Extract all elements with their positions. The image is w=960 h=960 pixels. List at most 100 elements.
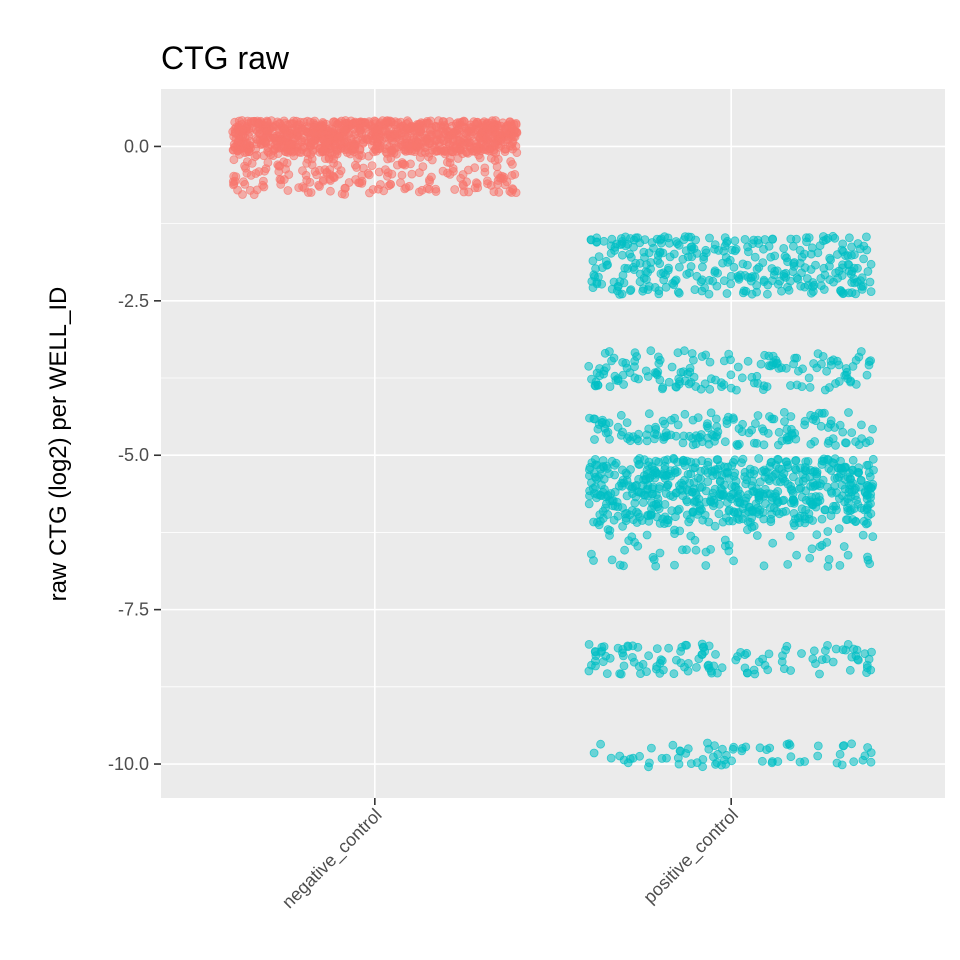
data-point — [803, 274, 812, 283]
data-point — [300, 126, 310, 136]
data-point — [701, 350, 711, 360]
data-point — [863, 743, 872, 752]
data-point — [851, 516, 861, 526]
data-point — [668, 740, 678, 750]
data-point — [791, 465, 801, 475]
data-point — [647, 743, 656, 753]
data-point — [594, 252, 604, 262]
data-point — [721, 759, 731, 769]
data-point — [638, 659, 648, 669]
data-point — [397, 140, 407, 150]
data-point — [655, 659, 665, 668]
data-point — [763, 280, 773, 290]
data-point — [857, 434, 866, 444]
data-point — [678, 458, 688, 467]
data-point — [389, 138, 399, 148]
data-point — [729, 262, 739, 272]
data-point — [363, 134, 372, 144]
data-point — [800, 757, 809, 766]
data-point — [770, 251, 780, 261]
data-point — [843, 503, 852, 513]
data-point — [622, 418, 632, 428]
data-point — [619, 661, 629, 671]
data-point — [777, 286, 786, 296]
data-point — [440, 149, 450, 159]
data-point — [862, 370, 872, 380]
data-point — [819, 285, 829, 294]
data-point — [789, 241, 798, 251]
data-point — [482, 176, 492, 186]
data-point — [778, 472, 787, 482]
data-point — [597, 480, 606, 490]
data-point — [474, 150, 484, 160]
data-point — [816, 421, 826, 431]
data-point — [306, 139, 316, 149]
data-point — [860, 751, 870, 761]
data-point — [628, 653, 637, 662]
data-point — [246, 117, 256, 126]
data-point — [705, 496, 715, 506]
data-point — [813, 751, 823, 761]
data-point — [720, 480, 729, 490]
data-point — [679, 367, 688, 377]
data-point — [281, 147, 291, 157]
data-point — [866, 287, 876, 297]
data-point — [327, 125, 337, 135]
data-point — [789, 258, 799, 267]
data-point — [730, 246, 740, 256]
data-point — [745, 464, 755, 474]
data-point — [372, 141, 382, 151]
data-point — [768, 234, 777, 244]
data-point — [836, 469, 846, 479]
data-point — [302, 158, 312, 168]
data-point — [744, 428, 754, 438]
data-point — [489, 187, 499, 197]
data-point — [797, 268, 806, 278]
data-point — [741, 479, 751, 489]
data-point — [644, 281, 654, 291]
data-point — [670, 468, 680, 478]
data-point — [453, 154, 463, 163]
data-point — [401, 146, 411, 156]
data-point — [669, 669, 679, 679]
data-point — [596, 739, 605, 749]
data-point — [336, 166, 346, 176]
data-point — [800, 416, 810, 426]
data-point — [698, 262, 707, 272]
data-point — [659, 275, 669, 285]
data-point — [739, 286, 749, 296]
data-point — [847, 278, 857, 287]
data-point — [725, 492, 734, 502]
data-point — [229, 145, 238, 155]
data-point — [594, 520, 604, 530]
data-point — [410, 140, 420, 150]
data-point — [444, 140, 454, 150]
data-point — [646, 346, 656, 356]
data-point — [830, 423, 839, 432]
data-point — [656, 234, 666, 244]
data-point — [635, 460, 644, 469]
data-point — [355, 178, 365, 188]
data-point — [843, 251, 853, 260]
data-point — [711, 650, 720, 659]
data-point — [790, 521, 799, 530]
data-point — [720, 241, 730, 251]
data-point — [845, 233, 854, 243]
data-point — [866, 483, 876, 493]
data-point — [712, 455, 722, 465]
y-axis-title: raw CTG (log2) per WELL_ID — [45, 287, 72, 602]
data-point — [710, 267, 720, 277]
data-point — [497, 171, 507, 181]
data-point — [619, 755, 629, 765]
data-point — [652, 370, 662, 380]
data-point — [843, 550, 853, 560]
data-point — [715, 489, 724, 499]
data-point — [838, 427, 848, 437]
data-point — [792, 234, 801, 244]
data-point — [719, 276, 729, 286]
data-point — [759, 440, 769, 450]
data-point — [662, 482, 672, 492]
data-point — [427, 155, 437, 165]
data-point — [755, 743, 765, 753]
data-point — [726, 271, 736, 281]
